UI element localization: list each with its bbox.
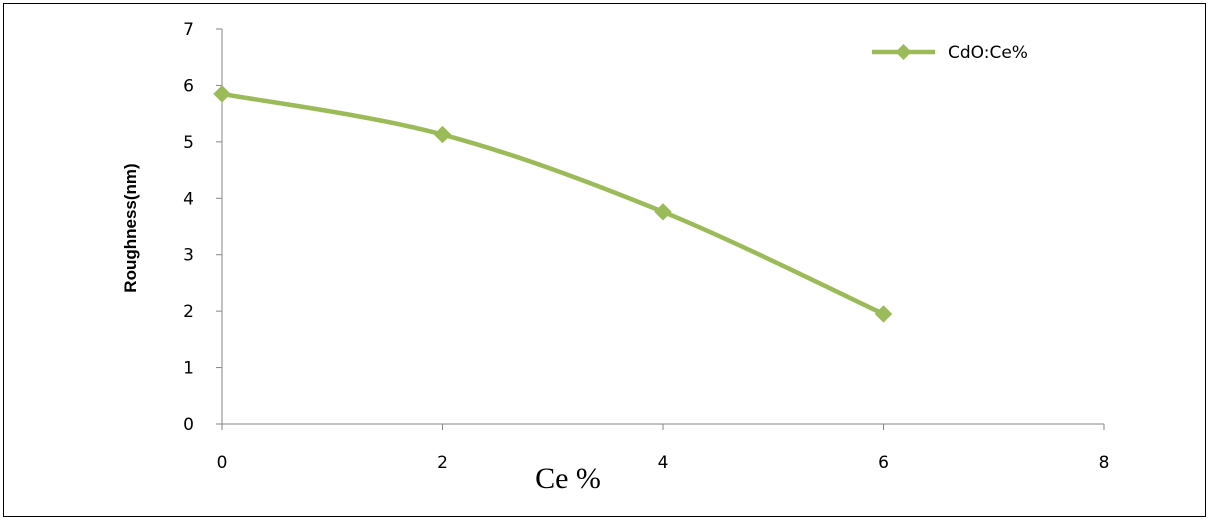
y-tick-label: 7: [183, 20, 194, 40]
axis-titles: Ce % Roughness(nm): [121, 163, 601, 495]
y-tick-label: 4: [183, 189, 194, 209]
y-tick-label: 6: [183, 76, 194, 96]
series-line: [219, 91, 886, 317]
legend-marker: [895, 44, 912, 60]
data-point-marker: [213, 85, 231, 103]
legend: CdO:Ce%: [872, 43, 1028, 63]
y-tick-label: 1: [183, 359, 194, 379]
axes: 0 1 2 3 4 5 6 7 0 2 4 6 8: [183, 20, 1109, 473]
chart-frame: [3, 3, 1206, 517]
x-tick-label: 4: [658, 453, 669, 473]
x-tick-label: 8: [1099, 453, 1110, 473]
x-tick-label: 6: [878, 453, 889, 473]
legend-label: CdO:Ce%: [948, 43, 1028, 63]
x-tick-label: 0: [217, 453, 228, 473]
y-tick-label: 3: [183, 246, 194, 266]
x-axis-title: Ce %: [535, 462, 601, 495]
plot-area: [213, 85, 893, 323]
data-point-marker: [874, 305, 893, 323]
y-tick-label: 2: [183, 302, 194, 322]
data-point-marker: [654, 203, 672, 221]
data-point-marker: [433, 125, 452, 144]
x-tick-label: 2: [437, 453, 448, 473]
y-axis-title: Roughness(nm): [121, 163, 140, 292]
y-tick-label: 5: [183, 133, 194, 153]
y-tick-label: 0: [183, 415, 194, 435]
